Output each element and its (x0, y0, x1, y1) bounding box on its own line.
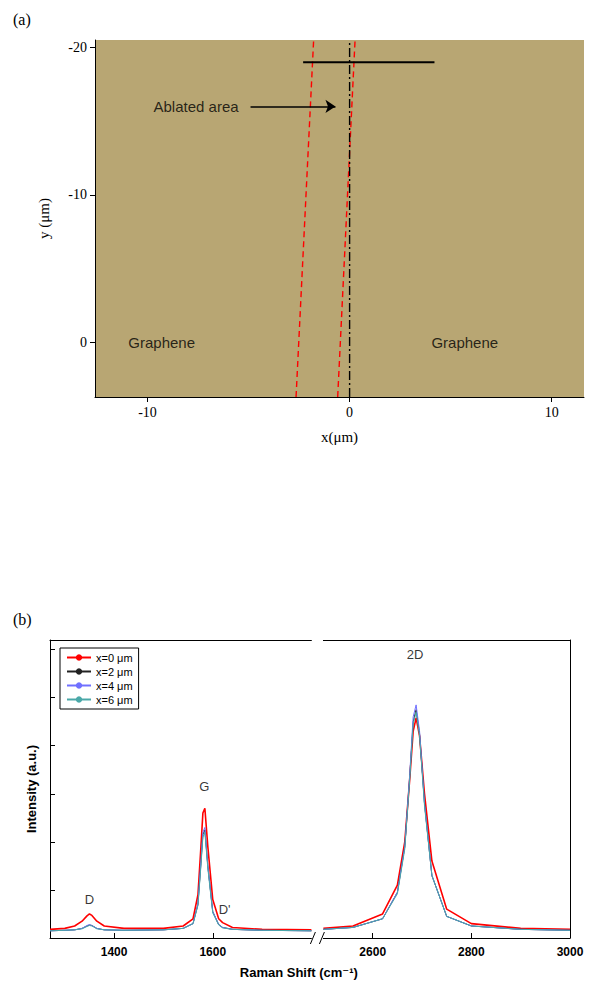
svg-text:G: G (199, 779, 209, 794)
svg-text:1400: 1400 (101, 945, 128, 959)
svg-text:(a): (a) (13, 11, 31, 29)
svg-text:x(μm): x(μm) (321, 429, 358, 446)
svg-text:-10: -10 (68, 187, 87, 202)
svg-text:Raman Shift (cm⁻¹): Raman Shift (cm⁻¹) (240, 965, 358, 980)
svg-text:D: D (85, 892, 94, 907)
svg-text:y (μm): y (μm) (36, 198, 53, 239)
svg-text:-10: -10 (138, 405, 157, 420)
svg-text:x=2 μm: x=2 μm (96, 666, 133, 678)
svg-text:x=6 μm: x=6 μm (96, 694, 133, 706)
svg-text:2800: 2800 (458, 945, 485, 959)
svg-text:2D: 2D (407, 647, 424, 662)
svg-text:10: 10 (545, 405, 559, 420)
svg-text:D': D' (219, 902, 231, 917)
svg-text:-20: -20 (68, 40, 87, 55)
svg-text:Ablated area: Ablated area (153, 98, 239, 115)
svg-text:Graphene: Graphene (431, 334, 498, 351)
svg-text:x=4 μm: x=4 μm (96, 680, 133, 692)
svg-text:3000: 3000 (557, 945, 584, 959)
svg-text:0: 0 (80, 335, 87, 350)
svg-text:Intensity (a.u.): Intensity (a.u.) (24, 745, 39, 833)
svg-text:(b): (b) (13, 611, 32, 629)
svg-text:x=0 μm: x=0 μm (96, 652, 133, 664)
svg-text:0: 0 (346, 405, 353, 420)
svg-text:Graphene: Graphene (128, 334, 195, 351)
svg-text:1600: 1600 (199, 945, 226, 959)
svg-text:2600: 2600 (359, 945, 386, 959)
